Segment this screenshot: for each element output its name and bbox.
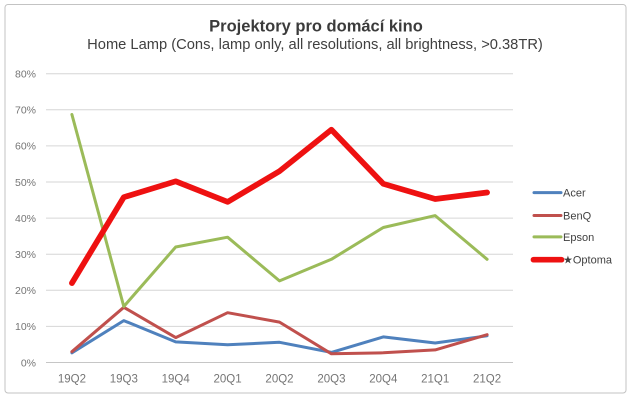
svg-text:20Q3: 20Q3 — [317, 373, 345, 385]
svg-text:Projektory pro domácí kino: Projektory pro domácí kino — [209, 18, 423, 36]
svg-text:Home Lamp (Cons, lamp only, al: Home Lamp (Cons, lamp only, all resoluti… — [87, 37, 543, 53]
svg-text:19Q2: 19Q2 — [58, 373, 86, 385]
svg-text:19Q3: 19Q3 — [110, 373, 138, 385]
svg-text:21Q1: 21Q1 — [421, 373, 449, 385]
svg-text:70%: 70% — [15, 105, 36, 117]
svg-text:30%: 30% — [15, 249, 36, 261]
svg-text:19Q4: 19Q4 — [162, 373, 191, 385]
svg-text:50%: 50% — [15, 177, 36, 189]
svg-text:Acer: Acer — [563, 188, 586, 200]
svg-text:21Q2: 21Q2 — [473, 373, 501, 385]
svg-text:20%: 20% — [15, 285, 36, 297]
svg-text:40%: 40% — [15, 213, 36, 225]
svg-text:80%: 80% — [15, 69, 36, 81]
svg-text:0%: 0% — [21, 357, 36, 369]
svg-text:20Q2: 20Q2 — [265, 373, 293, 385]
svg-text:★Optoma: ★Optoma — [563, 255, 613, 267]
svg-text:60%: 60% — [15, 141, 36, 153]
svg-text:20Q1: 20Q1 — [214, 373, 242, 385]
svg-text:BenQ: BenQ — [563, 210, 592, 222]
svg-text:10%: 10% — [15, 321, 36, 333]
svg-text:20Q4: 20Q4 — [369, 373, 398, 385]
svg-text:Epson: Epson — [563, 232, 594, 244]
